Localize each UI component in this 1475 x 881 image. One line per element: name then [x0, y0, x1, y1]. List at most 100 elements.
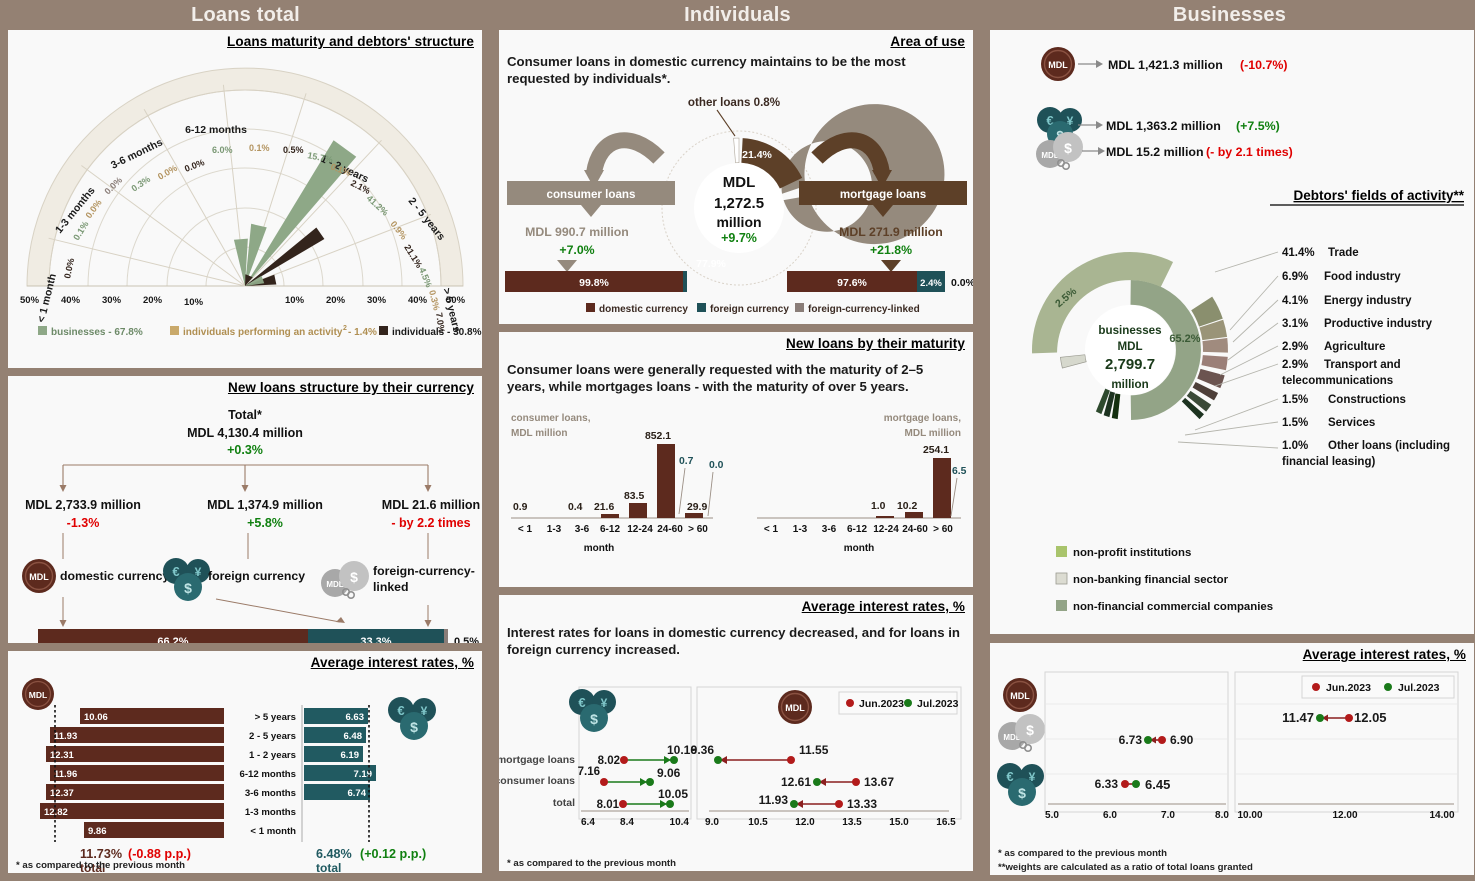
- area-of-use-paragraph: Consumer loans in domestic currency main…: [507, 54, 906, 87]
- businesses-overview: MDL MDL 1,421.3 million (-10.7%) € ¥ $ M…: [1032, 47, 1465, 613]
- field-name: Energy industry: [1324, 295, 1412, 307]
- column-loans-total: Loans maturity and debtors' structure: [8, 30, 482, 875]
- svg-text:¥: ¥: [1029, 770, 1036, 784]
- summary-change-foreign: (+7.5%): [1236, 119, 1280, 133]
- consumer-bar-label: 83.5: [624, 491, 644, 502]
- maturity-category: > 60: [688, 524, 708, 535]
- mdl-coin-icon: MDL: [22, 678, 54, 710]
- polar-tick: 50%: [20, 295, 40, 306]
- consumer-loans-change: +7.0%: [559, 243, 594, 257]
- svg-text:¥: ¥: [601, 696, 608, 710]
- legend-swatch-individuals: [379, 326, 388, 335]
- biz-jun-label: 12.05: [1354, 710, 1387, 725]
- polar-value: 0.0%: [156, 163, 179, 182]
- maturity-category: 12-24: [627, 524, 653, 535]
- field-name: Productive industry: [1324, 318, 1433, 330]
- mortgage-bar-extra: 6.5: [952, 466, 967, 477]
- panel-loans-total-rates: Average interest rates, % MDL € ¥ $: [8, 651, 482, 873]
- sunburst-inner-label-65: 65.2%: [1169, 333, 1200, 345]
- maturity-category: 6-12: [600, 524, 620, 535]
- consumer-loans-banner-label: consumer loans: [547, 188, 636, 201]
- legend-swatch-activity: [170, 326, 179, 335]
- biz-axis-tick: 14.00: [1429, 810, 1454, 821]
- fx-jun-label: 7.16: [578, 766, 600, 778]
- fx-jul-label: 10.05: [658, 787, 688, 801]
- legend-label-jul: Jul.2023: [1398, 682, 1440, 694]
- loans-total-rates-chart: MDL € ¥ $ 10.06: [22, 678, 436, 872]
- maturity-category: 24-60: [902, 524, 928, 535]
- currency-bar-fx-linked: [444, 629, 448, 643]
- polar-tick: 40%: [408, 295, 428, 306]
- area-of-use-title: Area of use: [890, 34, 965, 49]
- svg-text:MDL: MDL: [1041, 151, 1058, 160]
- loans-total-footnote: * as compared to the previous month: [16, 860, 185, 871]
- currency-branch-change: - by 2.2 times: [391, 516, 470, 530]
- column-individuals: Area of use Consumer loans in domestic c…: [499, 30, 973, 875]
- domestic-bar-value: 12.31: [50, 750, 74, 761]
- foreign-bar-value: 7.19: [354, 769, 373, 780]
- field-pct: 4.1%: [1282, 295, 1308, 307]
- fx-jun-label: 8.02: [598, 755, 620, 767]
- mdl-jun-label: 13.33: [847, 797, 877, 811]
- mdl-axis-tick: 13.5: [842, 817, 862, 828]
- rate-category: 3-6 months: [245, 788, 296, 799]
- mortgage-bar-label: 97.6%: [837, 277, 867, 289]
- panel-individuals-rates: Average interest rates, % Interest rates…: [499, 595, 973, 871]
- biz-dumbbell-row: 6.33 6.45: [1095, 777, 1171, 792]
- maturity-bar-charts: consumer loans, MDL million 0.9 0.4 21.6…: [511, 413, 967, 554]
- biz-jun-label: 6.33: [1095, 777, 1119, 791]
- sunburst-center-unit: million: [1111, 378, 1148, 391]
- summary-value-domestic: MDL 1,421.3 million: [1108, 58, 1223, 72]
- donut-center-currency: MDL: [723, 174, 756, 191]
- field-name: Trade: [1328, 247, 1359, 259]
- field-pct: 1.5%: [1282, 394, 1308, 406]
- foreign-total-label: total: [316, 861, 341, 872]
- mortgage-bar-tail: 0.0%: [951, 277, 973, 289]
- fx-row-label: consumer loans: [499, 775, 575, 787]
- mortgage-bar-label: 1.0: [871, 501, 886, 512]
- mdl-jun-label: 13.67: [864, 775, 894, 789]
- mdl-coin-icon: MDL: [778, 689, 812, 724]
- svg-text:$: $: [1026, 722, 1034, 738]
- column-businesses: MDL MDL 1,421.3 million (-10.7%) € ¥ $ M…: [990, 30, 1474, 875]
- fx-axis-tick: 10.4: [670, 817, 690, 828]
- biz-axis-tick: 8.0: [1215, 810, 1229, 821]
- consumer-bar-label: 0.7: [679, 456, 694, 467]
- individuals-rates-charts: € ¥ $ mortgage loans consumer loans tota…: [499, 686, 962, 828]
- svg-text:€: €: [578, 695, 585, 710]
- svg-text:¥: ¥: [195, 565, 202, 579]
- foreign-total-value: 6.48%: [316, 847, 352, 861]
- foreign-bar-value: 6.74: [348, 788, 367, 799]
- rate-category: > 5 years: [255, 712, 296, 723]
- individuals-rates-paragraph: Interest rates for loans in domestic cur…: [507, 625, 960, 658]
- svg-text:$: $: [1064, 140, 1072, 156]
- domestic-total-label: total: [80, 861, 105, 872]
- svg-text:MDL: MDL: [1048, 60, 1068, 70]
- summary-value-foreign: MDL 1,363.2 million: [1106, 119, 1221, 133]
- legend-label-jul: Jul.2023: [917, 698, 959, 710]
- panel-area-of-use: Area of use Consumer loans in domestic c…: [499, 30, 973, 324]
- mortgage-chart-title-1: mortgage loans,: [884, 413, 961, 424]
- legend-sup-activity: 2: [343, 325, 347, 332]
- domestic-bar-value: 12.82: [44, 807, 68, 818]
- legend-swatch-domestic: [586, 302, 595, 312]
- foreign-bars: [304, 708, 376, 800]
- svg-text:MDL: MDL: [29, 572, 49, 582]
- currency-branch-change: -1.3%: [67, 516, 100, 530]
- currency-structure-title: New loans structure by their currency: [227, 380, 474, 395]
- consumer-bar-extra: 29.9: [687, 502, 707, 513]
- field-name: Constructions: [1328, 394, 1406, 406]
- sunburst-center-value: 2,799.7: [1105, 356, 1155, 373]
- field-name: Agriculture: [1324, 341, 1385, 353]
- field-pct: 41.4%: [1282, 247, 1315, 259]
- svg-text:MDL: MDL: [326, 580, 343, 589]
- currency-total-label: Total*: [228, 408, 262, 422]
- foreign-bar-value: 6.19: [341, 750, 360, 761]
- mortgage-chart-title-2: MDL million: [905, 428, 961, 439]
- rate-category: < 1 month: [250, 826, 296, 837]
- legend-label-businesses: businesses - 67.8%: [51, 327, 143, 338]
- businesses-footnote-2: **weights are calculated as a ratio of t…: [998, 862, 1253, 873]
- donut-center-change: +9.7%: [721, 231, 757, 245]
- foreign-bar-value: 6.48: [344, 731, 363, 742]
- field-name: Food industry: [1324, 271, 1401, 283]
